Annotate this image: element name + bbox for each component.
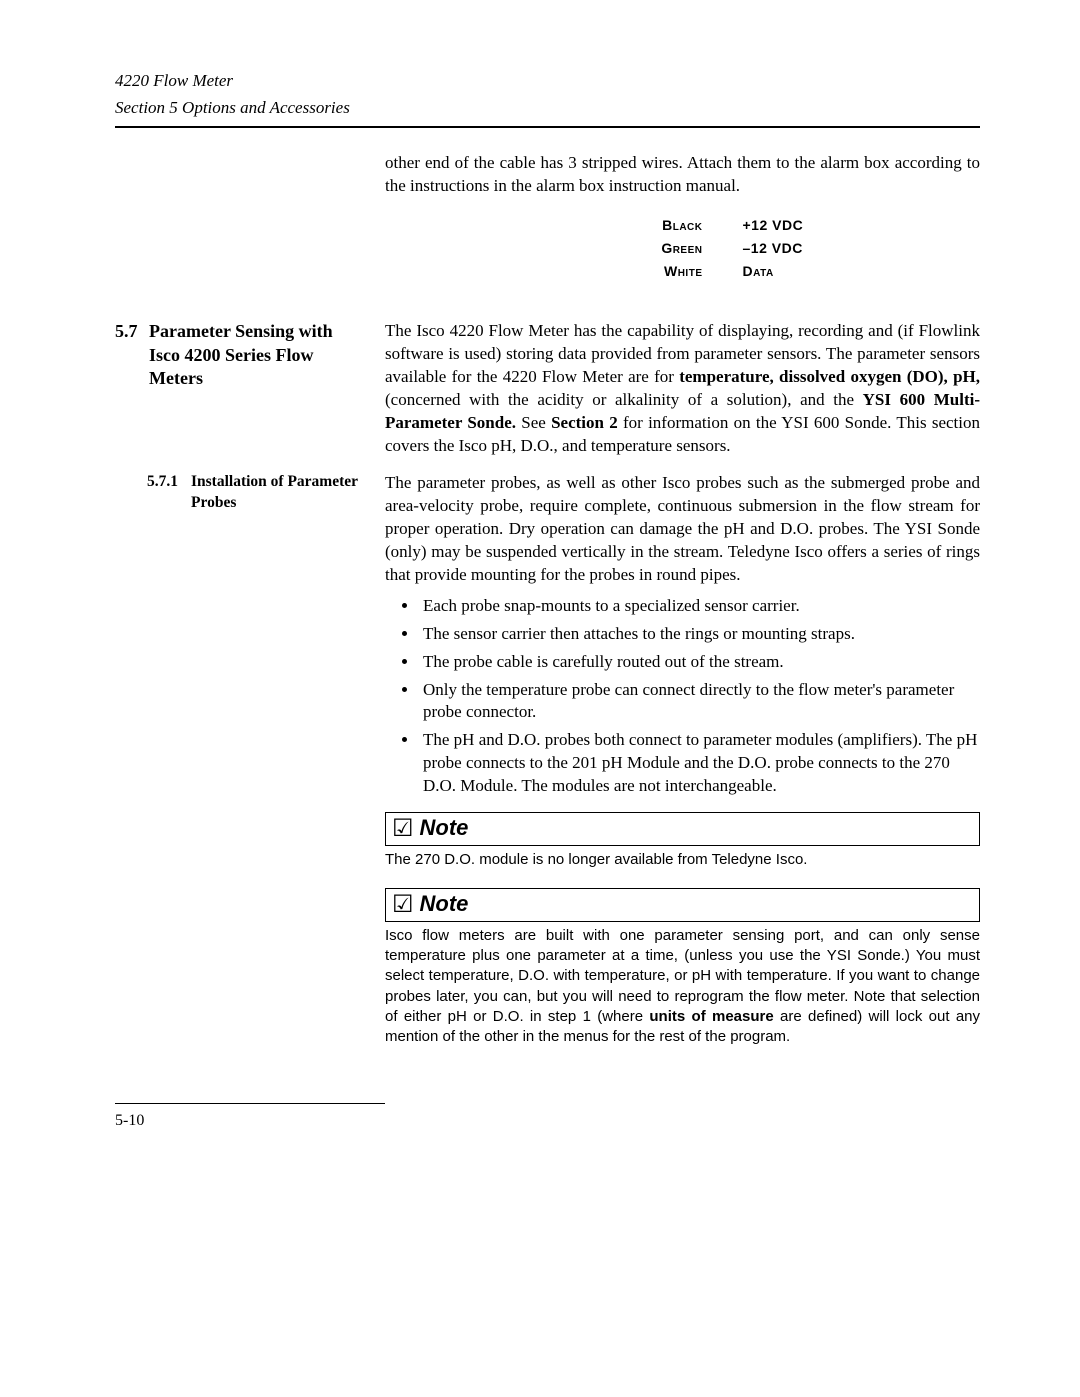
bold-span: temperature, dissolved oxygen (DO), pH, [679, 367, 980, 386]
wire-row: White Data [533, 262, 863, 281]
section-number: 5.7 [115, 320, 149, 390]
note-label: Note [420, 889, 469, 919]
bold-span: units of measure [649, 1008, 773, 1025]
section-5-7-body: The Isco 4220 Flow Meter has the capabil… [385, 320, 980, 458]
checkbox-icon: ☑ [392, 893, 414, 917]
wire-signal: +12 VDC [743, 216, 863, 235]
text-span: See [516, 413, 551, 432]
section-5-7-1-row: 5.7.1 Installation of Parameter Probes T… [115, 472, 980, 1065]
note-2-text: Isco flow meters are built with one para… [385, 926, 980, 1048]
bold-span: Section 2 [551, 413, 618, 432]
section-5-7-1-body: The parameter probes, as well as other I… [385, 472, 980, 587]
bullet-item: Only the temperature probe can connect d… [419, 679, 980, 725]
running-head-line2: Section 5 Options and Accessories [115, 97, 980, 120]
wire-color: Black [533, 216, 743, 235]
probe-bullets: Each probe snap-mounts to a specialized … [385, 595, 980, 799]
bullet-item: The pH and D.O. probes both connect to p… [419, 729, 980, 798]
subsection-number: 5.7.1 [147, 472, 191, 514]
wire-table: Black +12 VDC Green –12 VDC White Data [533, 212, 863, 285]
note-box-1: ☑ Note [385, 812, 980, 846]
running-head-line1: 4220 Flow Meter [115, 70, 980, 93]
note-1-text: The 270 D.O. module is no longer availab… [385, 850, 980, 870]
intro-tail-text: other end of the cable has 3 stripped wi… [385, 152, 980, 198]
note-box-2: ☑ Note [385, 888, 980, 922]
bullet-item: Each probe snap-mounts to a specialized … [419, 595, 980, 618]
note-label: Note [420, 813, 469, 843]
intro-row: other end of the cable has 3 stripped wi… [115, 152, 980, 307]
text-span: (concerned with the acidity or alkalinit… [385, 390, 863, 409]
section-5-7-heading: 5.7 Parameter Sensing with Isco 4200 Ser… [115, 320, 367, 390]
wire-signal: –12 VDC [743, 239, 863, 258]
running-head: 4220 Flow Meter Section 5 Options and Ac… [115, 70, 980, 120]
checkbox-icon: ☑ [392, 817, 414, 841]
section-5-7-row: 5.7 Parameter Sensing with Isco 4200 Ser… [115, 320, 980, 458]
section-5-7-1-heading: 5.7.1 Installation of Parameter Probes [115, 472, 367, 514]
bullet-item: The probe cable is carefully routed out … [419, 651, 980, 674]
wire-row: Green –12 VDC [533, 239, 863, 258]
bullet-item: The sensor carrier then attaches to the … [419, 623, 980, 646]
section-title: Parameter Sensing with Isco 4200 Series … [149, 320, 367, 390]
wire-color: Green [533, 239, 743, 258]
wire-color: White [533, 262, 743, 281]
page-number: 5-10 [115, 1110, 980, 1132]
wire-signal: Data [743, 262, 863, 281]
wire-table-wrap: Black +12 VDC Green –12 VDC White Data [385, 198, 980, 307]
wire-row: Black +12 VDC [533, 216, 863, 235]
subsection-title: Installation of Parameter Probes [191, 472, 367, 514]
header-rule [115, 126, 980, 128]
footer-rule [115, 1103, 385, 1104]
